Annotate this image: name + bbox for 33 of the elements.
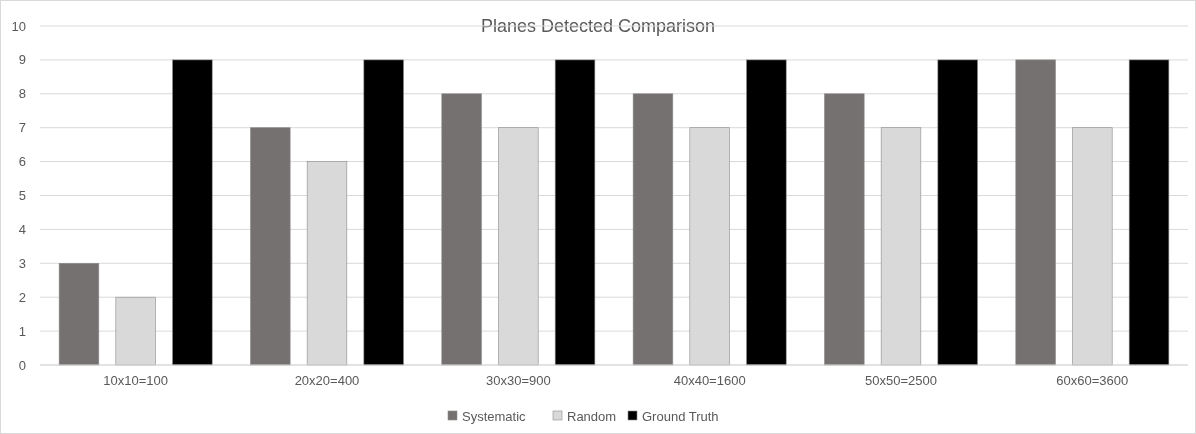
bar <box>363 59 404 366</box>
y-tick-label: 8 <box>18 86 26 102</box>
bar <box>172 59 213 366</box>
y-tick-label: 4 <box>18 221 26 237</box>
x-tick-label: 20x20=400 <box>294 373 360 388</box>
y-tick-label: 1 <box>18 323 26 339</box>
legend-label: Ground Truth <box>642 408 719 424</box>
bar <box>1128 59 1170 366</box>
y-tick-label: 7 <box>18 120 26 136</box>
x-tick-label: 10x10=100 <box>103 373 169 388</box>
y-tick-label: 0 <box>18 357 26 373</box>
bar <box>937 59 978 366</box>
chart-title: Planes Detected Comparison <box>480 16 716 36</box>
y-tick-label: 10 <box>11 18 26 34</box>
bar <box>441 93 482 366</box>
bar <box>632 93 674 366</box>
x-tick-label: 40x40=1600 <box>673 373 746 388</box>
bar <box>824 93 865 366</box>
y-tick-label: 6 <box>18 154 26 170</box>
y-tick-label: 5 <box>18 188 26 204</box>
bar <box>746 59 787 366</box>
legend-label: Random <box>567 408 617 424</box>
bar <box>554 59 596 366</box>
bar <box>58 263 100 366</box>
y-tick-label: 3 <box>18 255 26 271</box>
y-tick-label: 9 <box>18 52 26 68</box>
x-tick-label: 30x30=900 <box>485 373 551 388</box>
bar <box>250 127 291 366</box>
legend-label: Systematic <box>462 408 527 424</box>
y-tick-label: 2 <box>18 289 26 305</box>
bar <box>1015 59 1056 366</box>
x-tick-label: 50x50=2500 <box>865 373 937 388</box>
x-tick-label: 60x60=3600 <box>1056 373 1129 388</box>
